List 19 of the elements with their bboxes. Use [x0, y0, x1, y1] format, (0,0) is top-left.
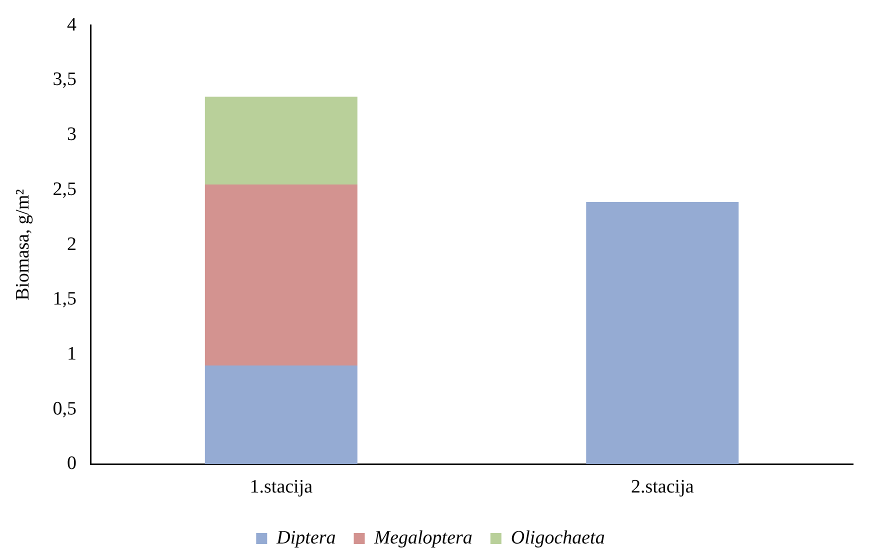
y-tick-label: 1,5 [52, 288, 77, 310]
y-tick-label: 4 [67, 14, 78, 36]
bar [586, 202, 739, 464]
bar [204, 184, 358, 366]
legend-label: Megaloptera [373, 528, 472, 548]
y-tick-label: 0,5 [52, 398, 77, 420]
bar [204, 365, 358, 464]
x-tick-label: 2.stacija [630, 476, 694, 498]
legend-label: Diptera [276, 528, 336, 548]
y-tick-label: 0 [67, 453, 77, 474]
y-tick-label: 2 [67, 234, 77, 255]
y-tick-label: 3,5 [52, 69, 77, 90]
x-tick-label: 1.stacija [250, 476, 314, 498]
y-tick-label: 3 [67, 124, 77, 146]
bar [204, 96, 358, 184]
y-tick-label: 1 [67, 343, 77, 364]
y-axis-title: Biomasa, g/m² [12, 188, 34, 300]
legend-label: Oligochaeta [510, 528, 605, 548]
y-tick-label: 2,5 [52, 178, 77, 200]
